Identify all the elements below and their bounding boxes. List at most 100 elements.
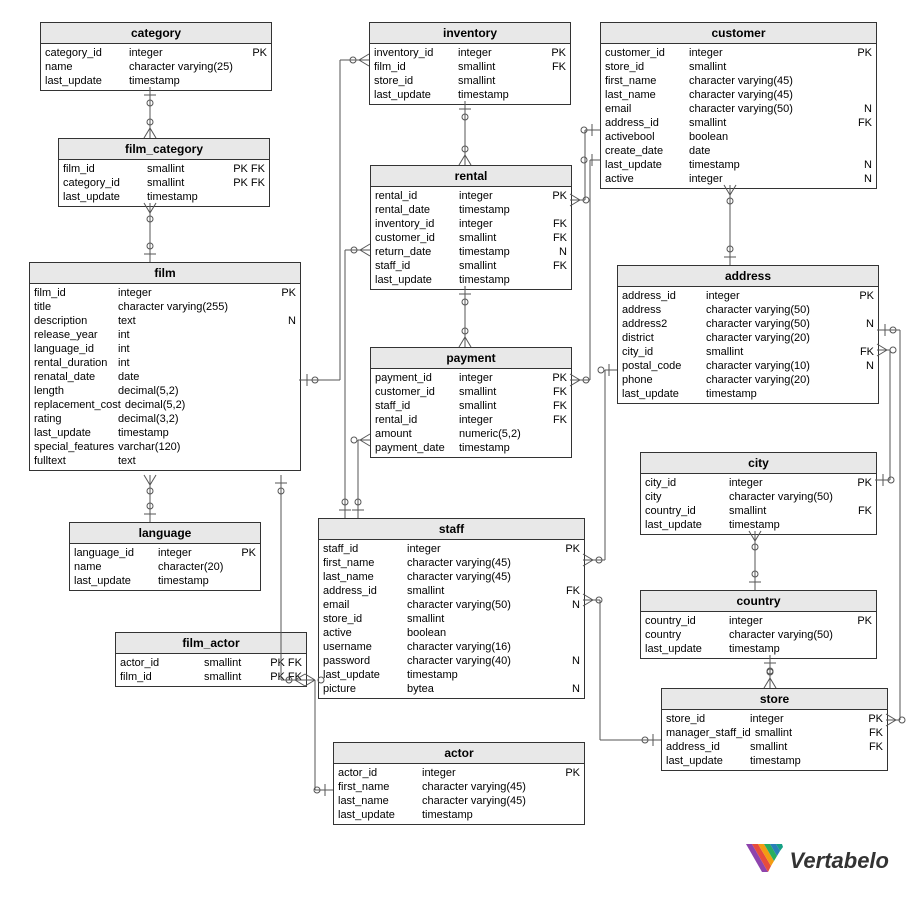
column-row: rental_idintegerFK <box>375 413 567 427</box>
column-key: N <box>552 654 580 668</box>
column-type: timestamp <box>158 574 228 588</box>
column-type: character varying(255) <box>118 300 268 314</box>
column-key: N <box>552 682 580 696</box>
column-row: first_namecharacter varying(45) <box>338 780 580 794</box>
column-row: last_updatetimestamp <box>45 74 267 88</box>
column-key <box>552 668 580 682</box>
column-name: last_name <box>323 570 407 584</box>
column-name: film_id <box>374 60 458 74</box>
column-name: fulltext <box>34 454 118 468</box>
column-type: timestamp <box>459 441 539 455</box>
column-key: FK <box>855 740 883 754</box>
column-type: character varying(10) <box>706 359 846 373</box>
column-type: timestamp <box>422 808 552 822</box>
column-key <box>846 387 874 401</box>
column-type: integer <box>729 476 844 490</box>
column-key: N <box>268 314 296 328</box>
column-type: smallint <box>755 726 855 740</box>
column-type: varchar(120) <box>118 440 268 454</box>
column-row: amountnumeric(5,2) <box>375 427 567 441</box>
column-name: activebool <box>605 130 689 144</box>
column-row: film_idintegerPK <box>34 286 296 300</box>
column-name: store_id <box>323 612 407 626</box>
column-name: film_id <box>63 162 147 176</box>
column-type: integer <box>459 217 539 231</box>
column-type: timestamp <box>458 88 538 102</box>
column-name: first_name <box>605 74 689 88</box>
column-type: timestamp <box>729 642 844 656</box>
column-type: character varying(45) <box>422 794 552 808</box>
column-key: FK <box>844 116 872 130</box>
column-key <box>538 88 566 102</box>
column-name: last_update <box>45 74 129 88</box>
column-row: language_idint <box>34 342 296 356</box>
column-key: PK <box>844 476 872 490</box>
column-row: address_idsmallintFK <box>666 740 883 754</box>
column-row: film_idsmallintPK FK <box>120 670 302 684</box>
column-name: category_id <box>63 176 147 190</box>
column-key <box>268 454 296 468</box>
column-name: amount <box>375 427 459 441</box>
column-row: citycharacter varying(50) <box>645 490 872 504</box>
column-row: renatal_datedate <box>34 370 296 384</box>
column-name: actor_id <box>338 766 422 780</box>
column-name: store_id <box>666 712 750 726</box>
column-name: last_name <box>338 794 422 808</box>
column-type: integer <box>706 289 846 303</box>
column-name: address_id <box>605 116 689 130</box>
column-type: integer <box>118 286 268 300</box>
column-row: replacement_costdecimal(5,2) <box>34 398 296 412</box>
column-name: password <box>323 654 407 668</box>
column-row: film_idsmallintFK <box>374 60 566 74</box>
column-key <box>844 490 872 504</box>
column-key <box>268 412 296 426</box>
column-row: create_datedate <box>605 144 872 158</box>
column-key <box>268 328 296 342</box>
column-key <box>844 628 872 642</box>
column-name: category_id <box>45 46 129 60</box>
column-name: phone <box>622 373 706 387</box>
table-store: storestore_idintegerPKmanager_staff_idsm… <box>661 688 888 771</box>
table-header: film <box>30 263 300 284</box>
column-name: rating <box>34 412 118 426</box>
column-type: character(20) <box>158 560 229 574</box>
column-name: email <box>323 598 407 612</box>
column-row: special_featuresvarchar(120) <box>34 440 296 454</box>
column-name: country_id <box>645 504 729 518</box>
column-type: smallint <box>729 504 844 518</box>
column-type: smallint <box>459 399 539 413</box>
column-type: smallint <box>459 231 539 245</box>
column-row: descriptiontextN <box>34 314 296 328</box>
column-type: decimal(5,2) <box>118 384 268 398</box>
column-row: payment_datetimestamp <box>375 441 567 455</box>
column-type: character varying(50) <box>729 490 844 504</box>
column-name: last_name <box>605 88 689 102</box>
column-name: address_id <box>323 584 407 598</box>
column-key: FK <box>844 504 872 518</box>
column-name: first_name <box>338 780 422 794</box>
column-key <box>239 60 267 74</box>
column-row: inventory_idintegerFK <box>375 217 567 231</box>
column-row: rental_datetimestamp <box>375 203 567 217</box>
column-type: int <box>118 328 268 342</box>
column-type: timestamp <box>147 190 237 204</box>
column-name: language_id <box>34 342 118 356</box>
column-name: name <box>74 560 158 574</box>
column-type: integer <box>689 46 844 60</box>
column-name: district <box>622 331 706 345</box>
column-name: active <box>605 172 689 186</box>
column-key <box>268 398 296 412</box>
table-header: actor <box>334 743 584 764</box>
column-row: last_updatetimestamp <box>645 642 872 656</box>
table-country: countrycountry_idintegerPKcountrycharact… <box>640 590 877 659</box>
column-type: timestamp <box>118 426 268 440</box>
column-type: smallint <box>750 740 855 754</box>
column-name: last_update <box>338 808 422 822</box>
column-name: length <box>34 384 118 398</box>
column-key <box>268 384 296 398</box>
column-name: last_update <box>645 642 729 656</box>
column-row: lengthdecimal(5,2) <box>34 384 296 398</box>
column-row: last_updatetimestampN <box>605 158 872 172</box>
column-name: staff_id <box>375 399 459 413</box>
column-key <box>846 331 874 345</box>
